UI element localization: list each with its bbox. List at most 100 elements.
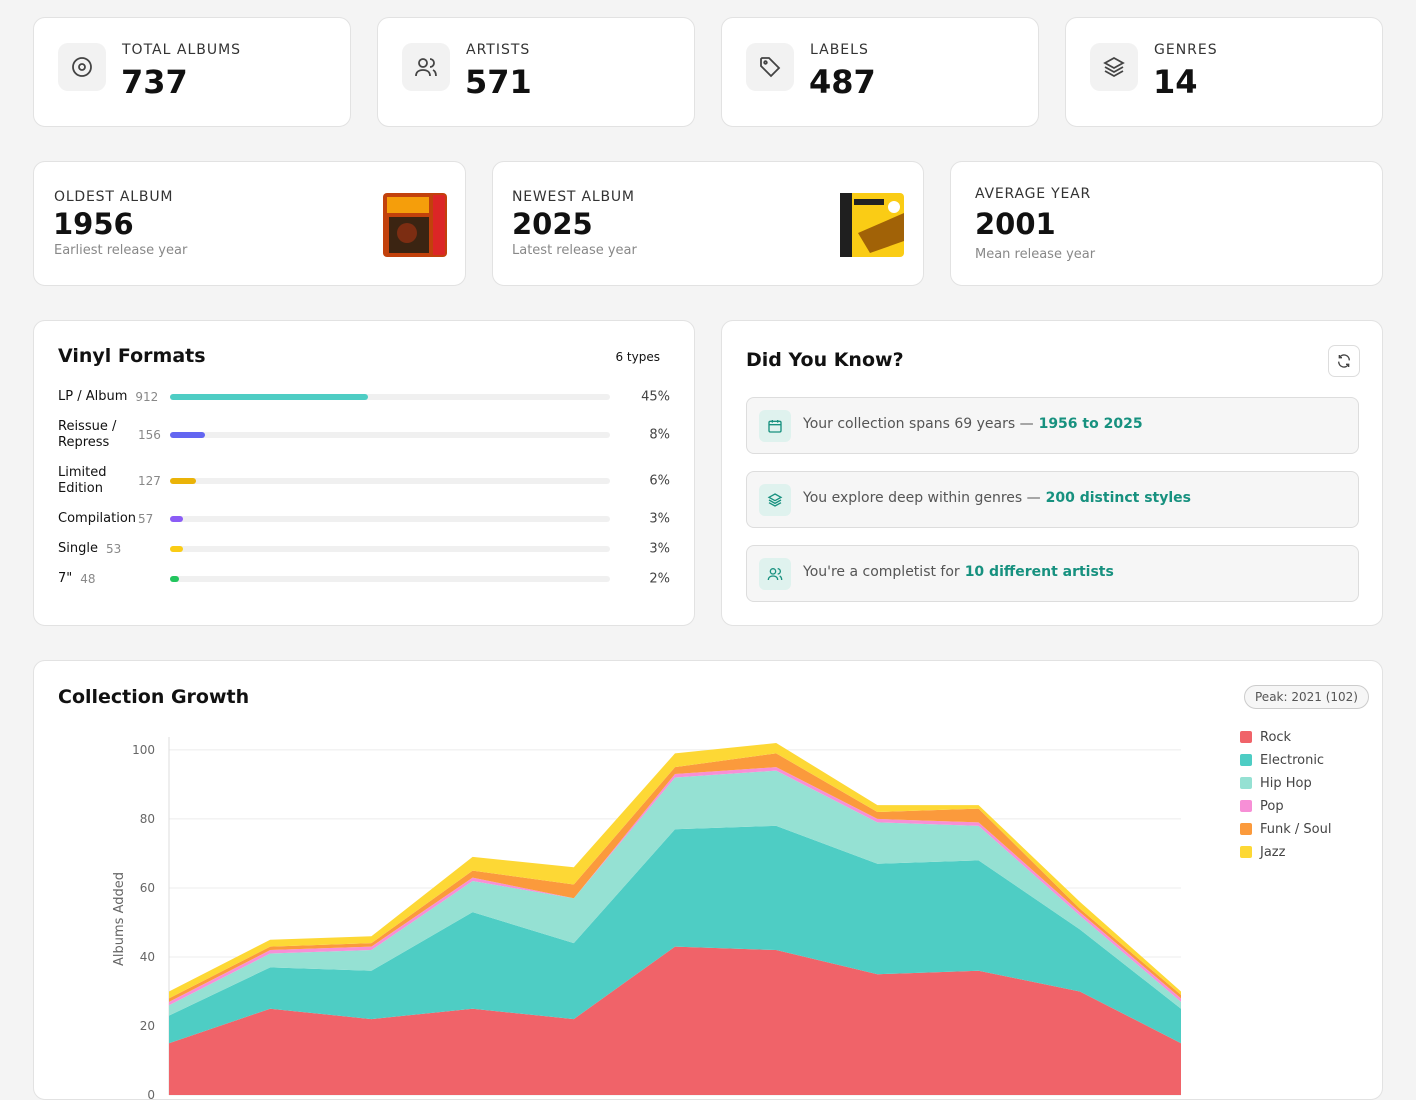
fact-text: You explore deep within genres —200 dist…: [803, 490, 1191, 506]
format-name: Reissue / Repress: [58, 419, 117, 450]
stat-card: LABELS 487: [721, 17, 1039, 127]
year-card: OLDEST ALBUM 1956 Earliest release year: [33, 161, 466, 286]
y-tick-label: 20: [140, 1019, 155, 1033]
area: [169, 753, 1181, 1002]
format-track: [170, 432, 610, 438]
fact-body: Your collection spans 69 years —: [803, 416, 1034, 432]
year-label: OLDEST ALBUM: [54, 189, 174, 205]
format-row-label: Compilation 57: [58, 511, 153, 527]
legend-label: Funk / Soul: [1260, 822, 1331, 837]
icon: [746, 43, 794, 91]
y-tick-label: 80: [140, 812, 155, 826]
refresh-button[interactable]: [1328, 345, 1360, 377]
format-row-label: 7" 48: [58, 571, 96, 587]
format-percent: 3%: [649, 511, 670, 527]
fact-body: You explore deep within genres —: [803, 490, 1041, 506]
format-bar: [170, 516, 184, 522]
stat-value: 487: [809, 63, 876, 101]
format-count: 48: [80, 572, 96, 586]
format-percent: 8%: [649, 427, 670, 443]
legend-swatch: [1240, 754, 1252, 766]
format-track: [170, 394, 610, 400]
stat-value: 14: [1153, 63, 1198, 101]
format-track: [170, 516, 610, 522]
fact-item: Your collection spans 69 years —1956 to …: [746, 397, 1359, 454]
icon: [58, 43, 106, 91]
format-percent: 45%: [641, 389, 670, 405]
formats-card: Vinyl Formats 6 types LP / Album 912 45% Re…: [33, 320, 695, 626]
format-count: 156: [138, 428, 161, 442]
year-value: 1956: [53, 207, 134, 241]
format-count: 912: [135, 390, 159, 404]
format-name: Single: [58, 541, 98, 556]
format-count: 53: [105, 542, 122, 556]
peak-badge: Peak: 2021 (102): [1244, 685, 1369, 709]
fact-highlight: 200 distinct styles: [1045, 490, 1191, 506]
year-value: 2025: [512, 207, 593, 241]
legend-swatch: [1240, 846, 1252, 858]
legend-label: Pop: [1260, 799, 1284, 814]
stat-value: 737: [121, 63, 188, 101]
icon: [402, 43, 450, 91]
fact-icon: [759, 410, 791, 442]
format-bar: [170, 478, 197, 484]
fact-item: You explore deep within genres —200 dist…: [746, 471, 1359, 528]
area: [169, 743, 1181, 999]
chart-card: 0 20 40 60 80 100 Albums Added Rock Electronic Hi…: [33, 660, 1383, 1100]
y-tick-label: 100: [132, 743, 155, 757]
page: TOTAL ALBUMS 737 ARTISTS 571 LABELS 487 …: [33, 17, 1383, 1100]
stat-label: TOTAL ALBUMS: [122, 42, 242, 58]
fact-body: You're a completist for: [803, 564, 960, 580]
album-art: [383, 193, 447, 257]
legend-swatch: [1240, 800, 1252, 812]
legend-label: Jazz: [1259, 845, 1286, 860]
legend-swatch: [1240, 823, 1252, 835]
legend-label: Rock: [1260, 730, 1292, 745]
year-card: NEWEST ALBUM 2025 Latest release year: [492, 161, 924, 286]
formats-badge: 6 types: [615, 350, 660, 364]
y-axis-title: Albums Added: [112, 872, 127, 966]
format-percent: 2%: [649, 571, 670, 587]
year-caption: Earliest release year: [54, 243, 188, 258]
fact-item: You're a completist for 10 different arti…: [746, 545, 1359, 602]
format-name: Compilation: [58, 511, 137, 526]
legend-swatch: [1240, 777, 1252, 789]
album-art: [840, 193, 904, 257]
facts-card: Did You Know? Your collection spans 69 y…: [721, 320, 1383, 626]
chart: 0 20 40 60 80 100 Albums Added Rock Electronic Hi…: [112, 730, 1331, 1099]
stat-value: 571: [465, 63, 532, 101]
chart-title: Collection Growth: [58, 686, 250, 708]
year-value: 2001: [975, 207, 1056, 241]
year-card: AVERAGE YEAR 2001 Mean release year: [950, 161, 1383, 286]
stat-label: LABELS: [810, 42, 869, 58]
stat-label: ARTISTS: [466, 42, 531, 58]
fact-icon: [759, 484, 791, 516]
format-bar: [170, 432, 206, 438]
format-count: 57: [138, 512, 154, 526]
format-track: [170, 478, 610, 484]
legend-label: Electronic: [1260, 753, 1324, 768]
format-bar: [170, 576, 179, 582]
formats-title: Vinyl Formats: [58, 345, 206, 367]
y-tick-label: 40: [140, 950, 155, 964]
format-name: LP / Album: [58, 389, 128, 404]
legend-label: Hip Hop: [1260, 776, 1312, 791]
legend-swatch: [1240, 731, 1252, 743]
format-track: [170, 576, 610, 582]
fact-text: Your collection spans 69 years —1956 to …: [803, 416, 1143, 432]
icon: [1090, 43, 1138, 91]
format-name: 7": [58, 571, 73, 586]
year-caption: Latest release year: [512, 243, 637, 258]
format-count: 127: [138, 474, 161, 488]
format-bar: [170, 546, 184, 552]
year-caption: Mean release year: [975, 247, 1096, 262]
area: [169, 770, 1181, 1016]
format-row-label: Limited Edition 127: [58, 465, 161, 497]
year-label: AVERAGE YEAR: [975, 186, 1092, 202]
year-label: NEWEST ALBUM: [512, 189, 635, 205]
facts-title: Did You Know?: [746, 349, 904, 371]
fact-icon: [759, 558, 791, 590]
fact-highlight: 10 different artists: [964, 564, 1114, 580]
format-percent: 6%: [649, 473, 670, 489]
format-row-label: LP / Album 912: [58, 389, 158, 405]
